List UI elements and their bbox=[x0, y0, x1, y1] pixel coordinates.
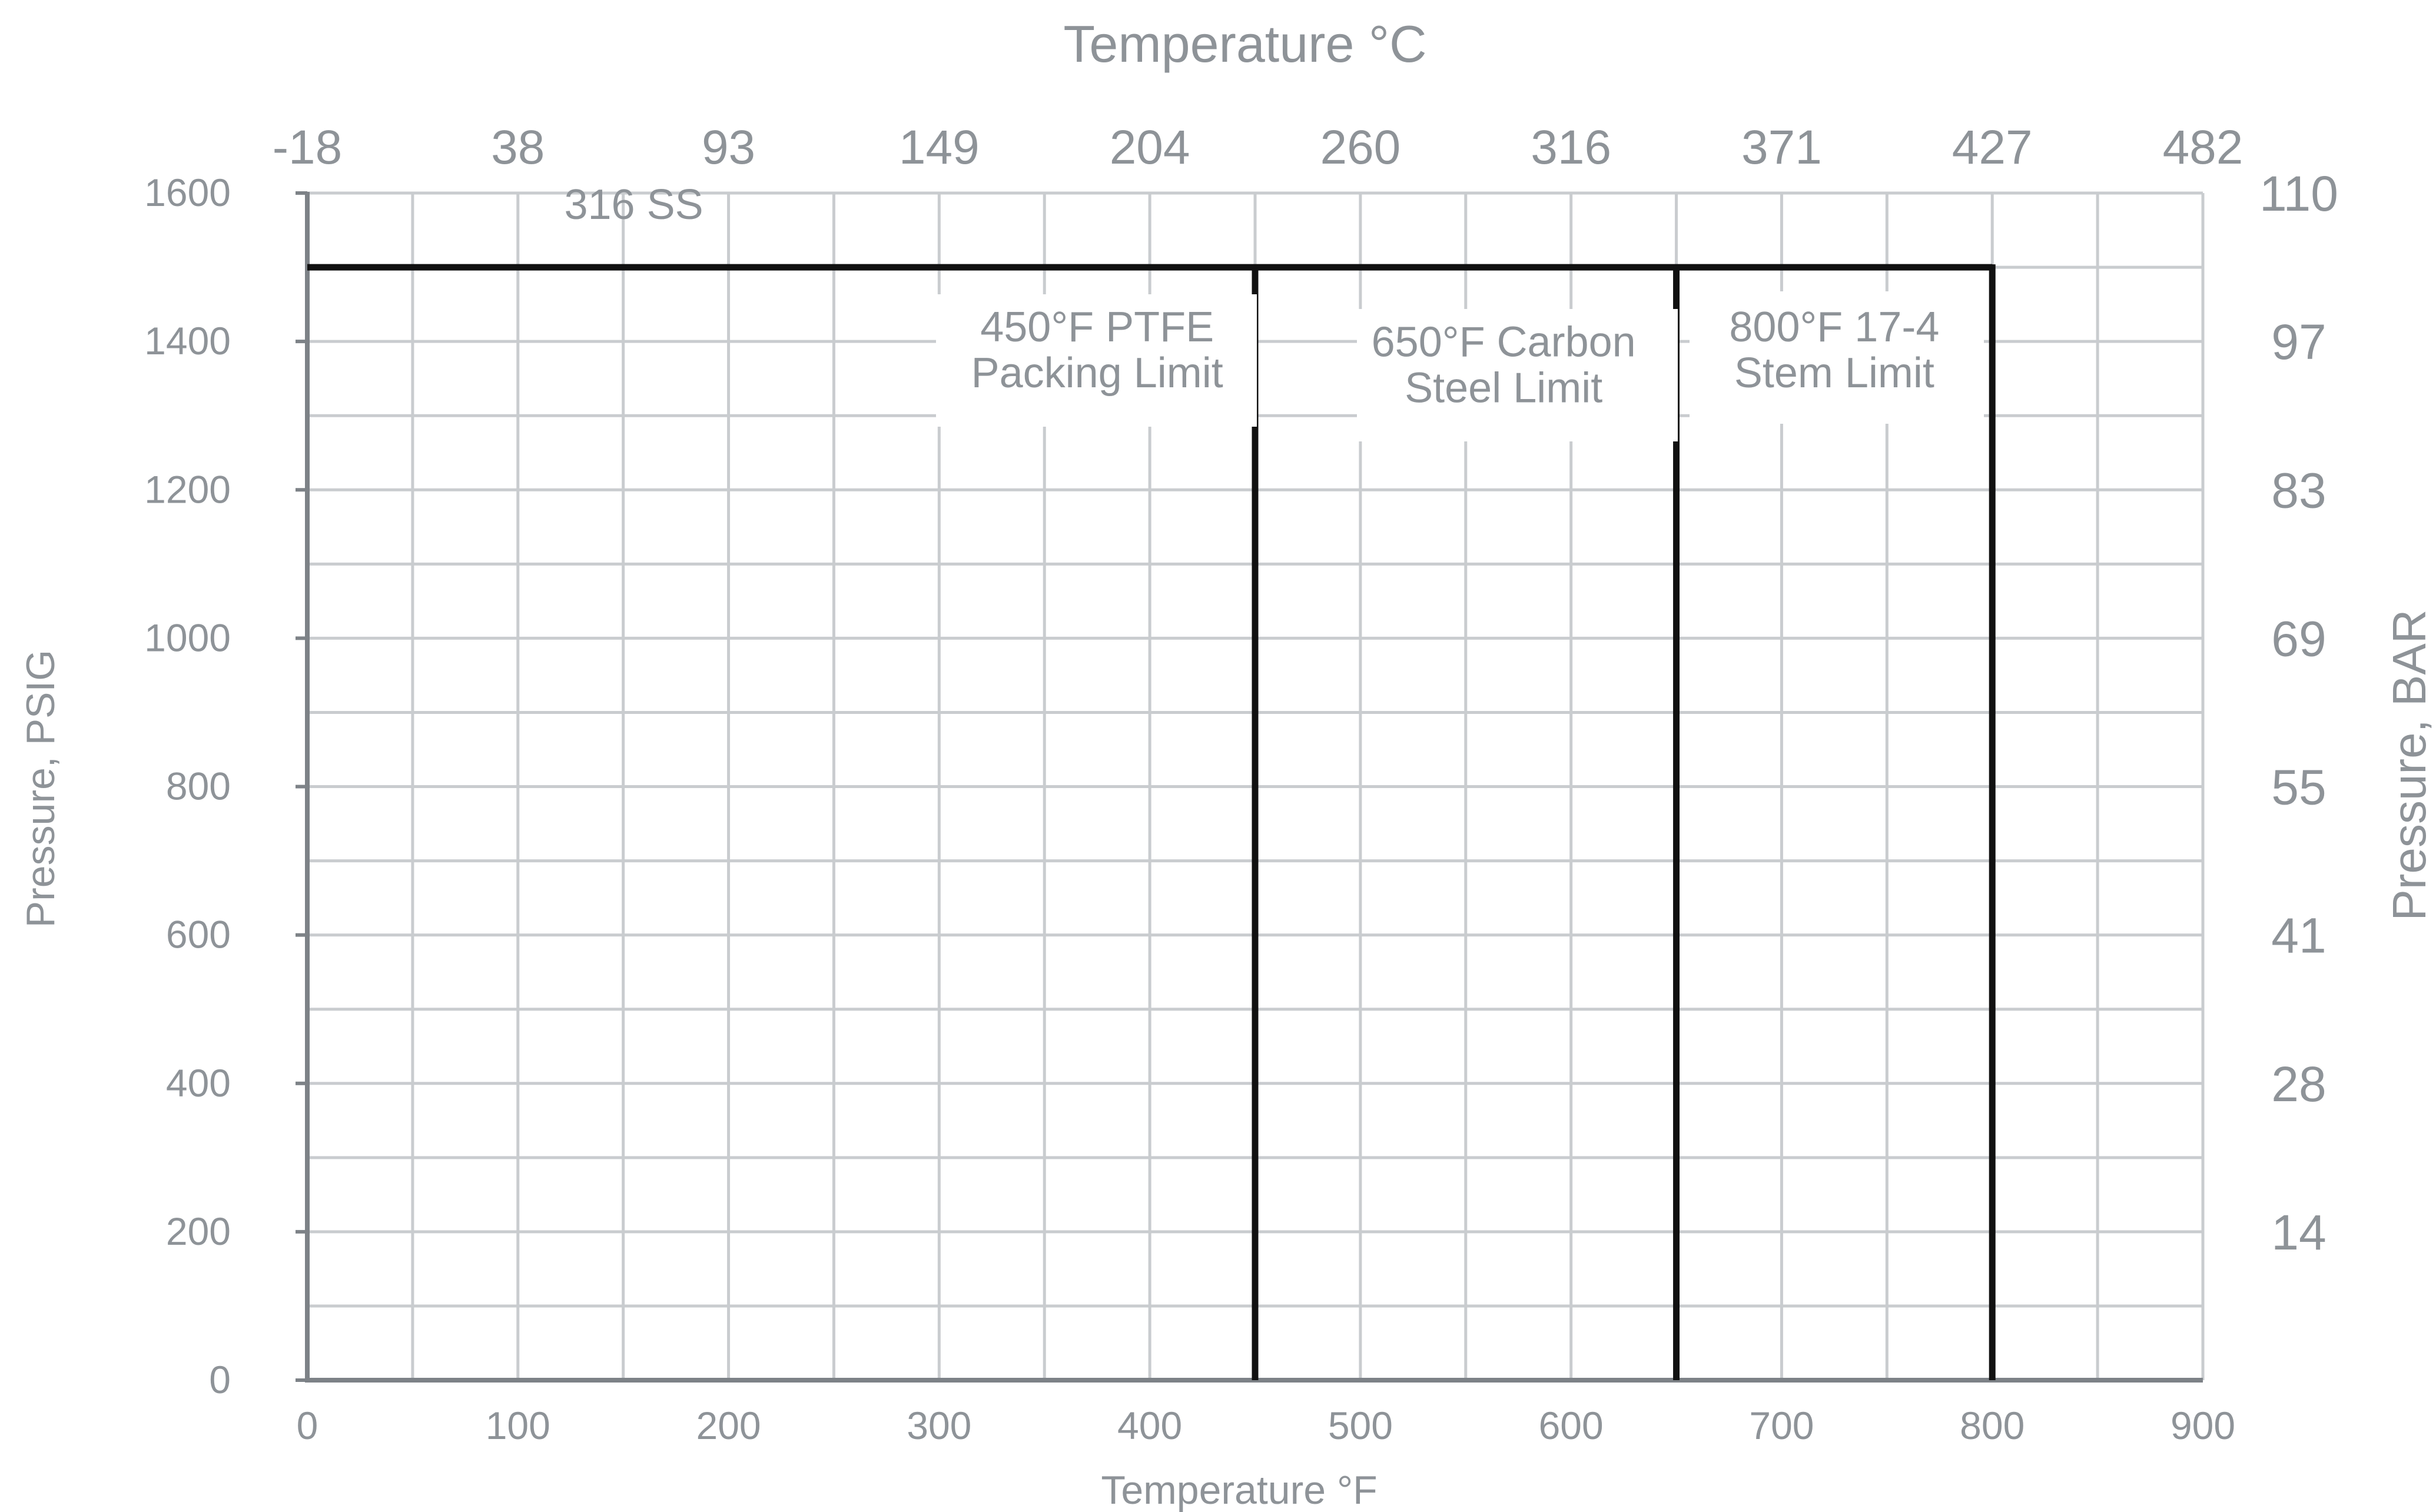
x-tick-label: 700 bbox=[1749, 1404, 1814, 1447]
x-tick-label: 0 bbox=[297, 1404, 318, 1447]
y-tick-label: 1600 bbox=[144, 171, 231, 214]
right-tick-label: 41 bbox=[2271, 908, 2326, 963]
y-tick-label: 0 bbox=[209, 1358, 231, 1401]
right-tick-label: 97 bbox=[2271, 314, 2326, 370]
right-tick-label: 55 bbox=[2271, 760, 2326, 815]
x-tick-label: 800 bbox=[1960, 1404, 2025, 1447]
top-tick-label: 427 bbox=[1952, 121, 2033, 174]
x-tick-label: 900 bbox=[2171, 1404, 2235, 1447]
top-tick-label: -18 bbox=[273, 121, 343, 174]
annotation-label: 800°F 17-4 bbox=[1729, 304, 1939, 351]
annotation-background bbox=[936, 294, 1257, 427]
annotation-background bbox=[1690, 291, 1984, 424]
annotation-label: Packing Limit bbox=[971, 350, 1223, 397]
top-tick-label: 93 bbox=[702, 121, 755, 174]
right-tick-label: 28 bbox=[2271, 1056, 2326, 1112]
y-tick-label: 1200 bbox=[144, 467, 231, 511]
y-tick-label: 800 bbox=[166, 765, 231, 808]
top-tick-label: 482 bbox=[2163, 121, 2243, 174]
chart-tick-labels: 0 100 200 300 400 500 600 700 800 900 0 200 400 600 80… bbox=[144, 121, 2338, 1447]
annotation-label: 650°F Carbon bbox=[1372, 318, 1636, 365]
y-tick-label: 1400 bbox=[144, 319, 231, 363]
y-axis-title: Pressure, PSIG bbox=[18, 650, 63, 928]
top-tick-label: 204 bbox=[1110, 121, 1190, 174]
top-tick-label: 149 bbox=[899, 121, 980, 174]
top-tick-label: 371 bbox=[1741, 121, 1822, 174]
x-tick-label: 200 bbox=[696, 1404, 761, 1447]
right-tick-label: 69 bbox=[2271, 611, 2326, 666]
right-tick-label: 14 bbox=[2271, 1205, 2326, 1260]
x-axis-title: Temperature °F bbox=[1101, 1468, 1377, 1512]
annotation-label: 450°F PTFE bbox=[980, 304, 1214, 351]
top-tick-label: 38 bbox=[491, 121, 545, 174]
right-tick-label: 83 bbox=[2271, 463, 2326, 518]
y-tick-label: 1000 bbox=[144, 616, 231, 659]
top-axis-title: Temperature °C bbox=[1063, 15, 1426, 73]
annotation-label: Steel Limit bbox=[1405, 364, 1602, 411]
chart-series bbox=[307, 264, 1996, 1380]
annotation-background bbox=[1357, 309, 1678, 441]
annotation-label: Stem Limit bbox=[1734, 350, 1934, 397]
annotation-label: 316 SS bbox=[564, 181, 703, 228]
right-tick-label: 110 bbox=[2259, 166, 2338, 221]
y-tick-label: 200 bbox=[166, 1209, 231, 1253]
y-tick-label: 600 bbox=[166, 913, 231, 956]
x-tick-label: 300 bbox=[907, 1404, 971, 1447]
x-tick-label: 100 bbox=[486, 1404, 550, 1447]
top-tick-label: 316 bbox=[1531, 121, 1611, 174]
right-axis-title: Pressure, BAR bbox=[2383, 609, 2435, 921]
x-tick-label: 600 bbox=[1539, 1404, 1604, 1447]
y-tick-label: 400 bbox=[166, 1061, 231, 1105]
x-tick-label: 500 bbox=[1328, 1404, 1393, 1447]
top-tick-label: 260 bbox=[1320, 121, 1400, 174]
x-tick-label: 400 bbox=[1117, 1404, 1182, 1447]
